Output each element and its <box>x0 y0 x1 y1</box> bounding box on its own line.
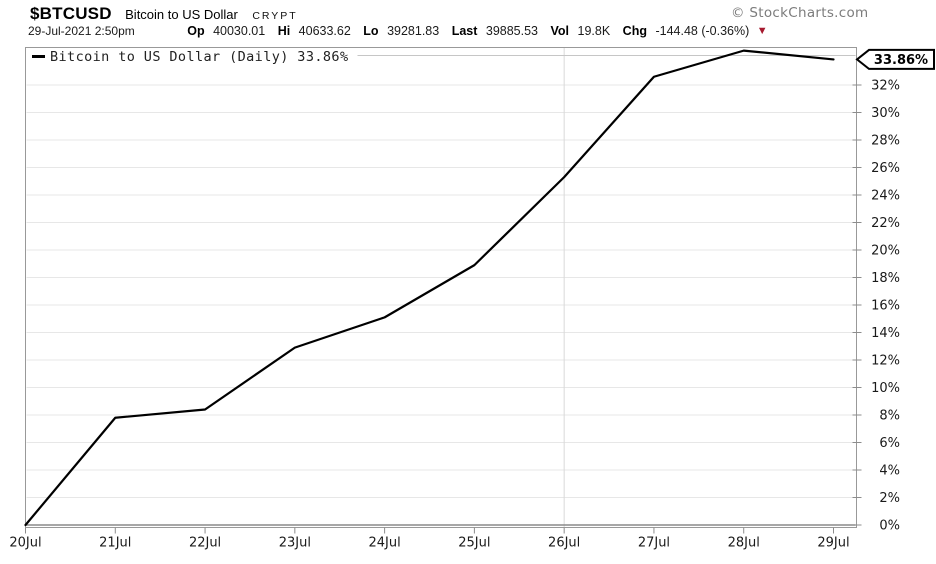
high-label: Hi <box>277 24 291 38</box>
last-label: Last <box>451 24 478 38</box>
quote-summary-row: 29-Jul-2021 2:50pm Op 40030.01 Hi 40633.… <box>28 24 768 38</box>
y-tick-label: 32% <box>871 79 900 94</box>
legend-label: Bitcoin to US Dollar (Daily) 33.86% <box>50 49 348 65</box>
y-tick-label: 10% <box>871 381 900 396</box>
x-tick-label: 27Jul <box>638 536 670 551</box>
y-tick-label: 2% <box>879 491 900 506</box>
y-tick-label: 24% <box>871 189 900 204</box>
change-label: Chg <box>622 24 647 38</box>
y-tick-label: 12% <box>871 354 900 369</box>
y-tick-label: 4% <box>879 464 900 479</box>
volume-value: 19.8K <box>577 24 611 38</box>
x-tick-label: 20Jul <box>9 536 41 551</box>
low-label: Lo <box>363 24 379 38</box>
y-tick-label: 28% <box>871 134 900 149</box>
price-line <box>24 49 835 527</box>
x-tick-label: 23Jul <box>279 536 311 551</box>
ticker-symbol: $BTCUSD <box>30 4 112 23</box>
legend-background <box>26 48 358 64</box>
last-value-flag-label: 33.86% <box>874 53 928 68</box>
y-tick-label: 22% <box>871 216 900 231</box>
last-value: 39885.53 <box>485 24 539 38</box>
chg-down-arrow-icon: ▼ <box>756 25 768 37</box>
x-tick-label: 29Jul <box>817 536 849 551</box>
stockcharts-copyright: © StockCharts.com <box>731 5 869 21</box>
exchange-label: CRYPT <box>252 10 298 22</box>
y-tick-label: 8% <box>879 409 900 424</box>
open-value: 40030.01 <box>213 24 266 38</box>
x-tick-label: 22Jul <box>189 536 221 551</box>
x-tick-label: 21Jul <box>99 536 131 551</box>
y-tick-label: 30% <box>871 106 900 121</box>
y-tick-label: 16% <box>871 299 900 314</box>
y-tick-label: 0% <box>879 519 900 534</box>
volume-label: Vol <box>550 24 570 38</box>
instrument-name: Bitcoin to US Dollar <box>125 7 238 22</box>
change-value: -144.48 (-0.36%) <box>655 24 750 38</box>
chart-title-row: $BTCUSD Bitcoin to US Dollar CRYPT <box>30 4 298 24</box>
quote-datetime: 29-Jul-2021 2:50pm <box>28 24 135 38</box>
y-tick-label: 20% <box>871 244 900 259</box>
x-tick-label: 25Jul <box>458 536 490 551</box>
low-value: 39281.83 <box>387 24 440 38</box>
x-tick-label: 24Jul <box>368 536 400 551</box>
y-tick-label: 18% <box>871 271 900 286</box>
high-value: 40633.62 <box>298 24 351 38</box>
plot-border <box>25 47 857 528</box>
x-tick-label: 28Jul <box>728 536 760 551</box>
last-value-flag <box>855 48 935 70</box>
y-tick-label: 6% <box>879 436 900 451</box>
y-tick-label: 26% <box>871 161 900 176</box>
x-tick-label: 26Jul <box>548 536 580 551</box>
open-label: Op <box>187 24 205 38</box>
y-tick-label: 14% <box>871 326 900 341</box>
